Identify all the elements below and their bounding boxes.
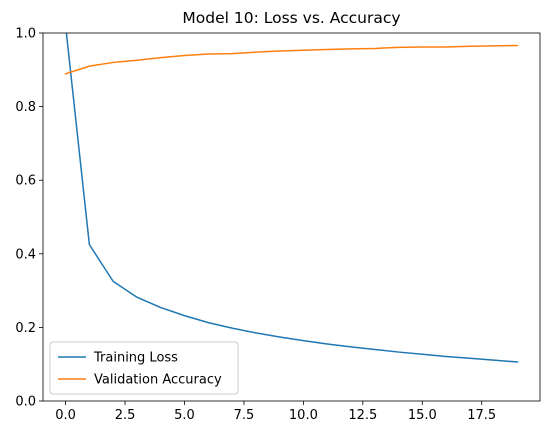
series-line-training-loss [65,33,519,363]
legend-label-validation-accuracy: Validation Accuracy [94,373,222,388]
x-tick-label: 5.0 [174,408,195,423]
chart-title: Model 10: Loss vs. Accuracy [182,9,400,27]
x-tick-label: 0.0 [55,408,76,423]
x-tick-label: 2.5 [115,408,136,423]
y-tick-label: 0.0 [15,395,36,410]
y-tick-label: 0.8 [15,100,36,115]
legend-label-training-loss: Training Loss [93,351,178,366]
plot-frame [42,32,541,402]
y-tick-label: 0.6 [15,174,36,189]
axes: 0.0 2.5 5.0 7.5 10.0 12.5 15.0 17.5 0.0 0.2 0.4 0.6… [15,27,496,424]
legend: Training Loss Validation Accuracy [49,341,239,395]
x-tick-label: 7.5 [234,408,255,423]
y-tick-label: 0.2 [15,321,36,336]
y-tick-label: 0.4 [15,247,36,262]
series-lines [64,33,519,363]
legend-box [49,341,239,395]
x-tick-label: 17.5 [467,408,496,423]
series-line-validation-accuracy [64,44,519,75]
x-tick-label: 12.5 [348,408,377,423]
y-tick-label: 1.0 [15,27,36,42]
x-tick-label: 10.0 [289,408,318,423]
x-tick-label: 15.0 [408,408,437,423]
